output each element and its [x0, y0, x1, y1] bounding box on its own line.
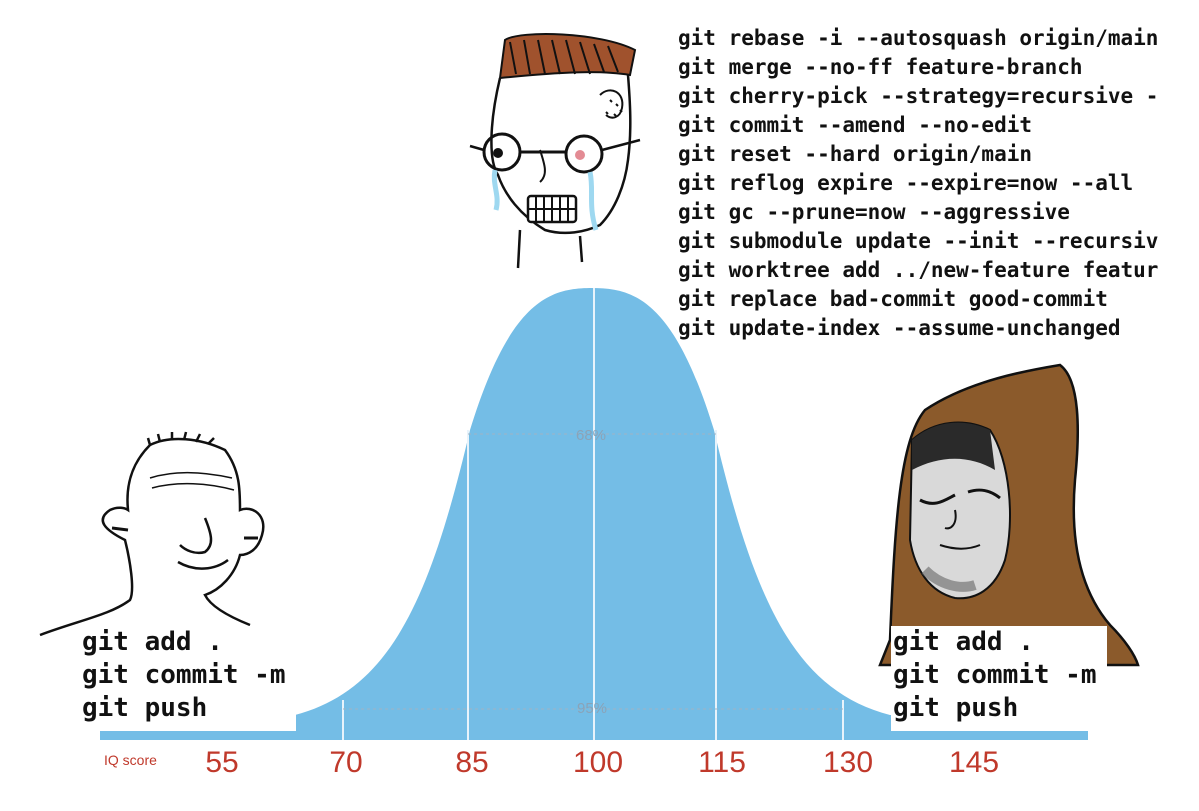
right-character: [878, 363, 1140, 667]
command-line: git gc --prune=now --aggressive: [678, 200, 1070, 224]
command-line: git submodule update --init --recursiv: [678, 229, 1159, 253]
band-95-label: 95%: [577, 700, 607, 717]
right-cmd-line: git add .: [893, 627, 1034, 657]
x-tick-label: 115: [698, 746, 746, 779]
x-tick-label: 55: [205, 746, 238, 779]
command-line: git worktree add ../new-feature featur: [678, 258, 1159, 282]
left-character: [39, 431, 265, 637]
middle-character: [469, 33, 641, 269]
band-68-label: 68%: [576, 427, 606, 444]
command-line: git commit --amend --no-edit: [678, 113, 1033, 137]
left-cmd-line: git push: [82, 693, 208, 723]
right-cmd-line: git push: [893, 693, 1019, 723]
left-git-commands: git add . git commit -m git push: [80, 626, 296, 731]
command-line: git rebase -i --autosquash origin/main: [678, 26, 1159, 50]
command-line: git cherry-pick --strategy=recursive -: [678, 84, 1159, 108]
x-tick-label: 70: [329, 746, 362, 779]
right-git-commands: git add . git commit -m git push: [891, 626, 1107, 731]
command-line: git merge --no-ff feature-branch: [678, 55, 1083, 79]
x-tick-label: 130: [823, 746, 873, 779]
command-line: git update-index --assume-unchanged: [678, 316, 1121, 340]
x-tick-label: 85: [455, 746, 488, 779]
x-tick-label: 100: [573, 746, 623, 779]
x-tick-labels: 55 70 85 100 115 130 145: [205, 746, 999, 779]
left-cmd-line: git commit -m: [82, 660, 286, 690]
bell-curve-area: [295, 288, 1088, 740]
command-line: git reflog expire --expire=now --all: [678, 171, 1134, 195]
x-tick-label: 145: [949, 746, 999, 779]
left-cmd-line: git add .: [82, 627, 223, 657]
command-line: git replace bad-commit good-commit: [678, 287, 1108, 311]
command-line: git reset --hard origin/main: [678, 142, 1033, 166]
axis-title: IQ score: [104, 752, 157, 768]
advanced-git-commands: git rebase -i --autosquash origin/main gi…: [678, 24, 1199, 343]
right-cmd-line: git commit -m: [893, 660, 1097, 690]
